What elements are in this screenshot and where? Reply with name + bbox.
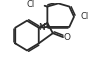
Text: N: N	[38, 23, 45, 32]
Text: Cl: Cl	[80, 12, 89, 21]
Text: O: O	[63, 33, 70, 42]
Text: Cl: Cl	[27, 0, 35, 9]
